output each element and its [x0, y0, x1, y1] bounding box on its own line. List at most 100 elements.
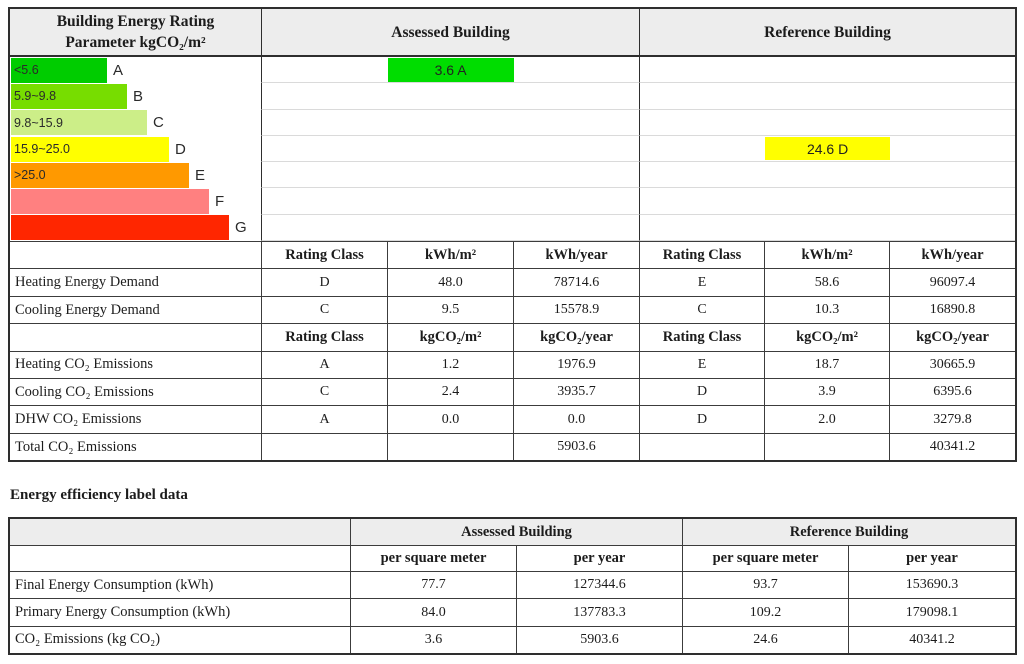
- assessed-band-g: [261, 214, 639, 242]
- cell-value: 109.2: [682, 599, 848, 626]
- reference-band-g: [639, 214, 1015, 242]
- rating-scale-cell-d: 15.9~25.0 D: [10, 136, 261, 162]
- assessed-kgco2-m2-header: kgCO₂/m²: [387, 324, 513, 351]
- cell-value: A: [261, 351, 387, 379]
- rating-scale-cell-f: F: [10, 188, 261, 215]
- rating-scale-cell-c: 9.8~15.9 C: [10, 110, 261, 136]
- cell-value: A: [261, 406, 387, 433]
- reference-building-header: Reference Building: [682, 519, 1015, 545]
- assessed-band-d: [261, 135, 639, 163]
- rating-scale-cell-b: 5.9~9.8 B: [10, 83, 261, 109]
- assessed-rating-class-header: Rating Class: [261, 324, 387, 351]
- cell-value: 6395.6: [889, 379, 1015, 406]
- row-label: Final Energy Consumption (kWh): [15, 576, 214, 593]
- cell-value: 2.0: [764, 406, 889, 433]
- demand-header-row: Rating Class kWh/m² kWh/year Rating Clas…: [10, 241, 1015, 269]
- table-row-cooling-co2-emissions: Cooling CO₂ Emissions C 2.4 3935.7 D 3.9…: [10, 378, 1015, 406]
- cell-value: D: [639, 379, 764, 406]
- table-row-co2-emissions: CO₂ Emissions (kg CO₂) 3.6 5903.6 24.6 4…: [10, 625, 1015, 654]
- cell-value: 77.7: [350, 572, 516, 599]
- cell-value: 3935.7: [513, 379, 639, 406]
- cell-value: 10.3: [764, 296, 889, 324]
- rating-range-c: 9.8~15.9: [14, 115, 64, 130]
- cell-value: 40341.2: [848, 626, 1015, 654]
- reference-band-a: [639, 57, 1015, 84]
- rating-letter-b: B: [133, 87, 144, 105]
- reference-band-c: [639, 109, 1015, 136]
- rating-row-b: 5.9~9.8 B: [10, 83, 1015, 110]
- emissions-header-row: Rating Class kgCO₂/m² kgCO₂/year Rating …: [10, 323, 1015, 351]
- cell-value: 3279.8: [889, 406, 1015, 433]
- cell-value: 3.6: [350, 626, 516, 654]
- cell-value: 93.7: [682, 572, 848, 599]
- rating-letter-f: F: [215, 193, 225, 211]
- row-label: Cooling CO₂ Emissions: [15, 383, 154, 400]
- rating-row-d: 15.9~25.0 D 24.6 D: [10, 135, 1015, 163]
- assessed-band-b: [261, 83, 639, 110]
- cell-value: C: [261, 379, 387, 406]
- rating-row-a: <5.6 A 3.6 A: [10, 57, 1015, 84]
- rating-scale-cell-g: G: [10, 215, 261, 241]
- row-label: Total CO₂ Emissions: [15, 438, 137, 455]
- rating-letter-d: D: [175, 140, 186, 158]
- reference-kgco2-year-header: kgCO₂/year: [889, 324, 1015, 351]
- cell-value: D: [261, 269, 387, 296]
- cell-value: E: [639, 269, 764, 296]
- rating-letter-g: G: [235, 219, 247, 237]
- reference-kwh-year-header: kWh/year: [889, 242, 1015, 269]
- assessed-per-square-meter-header: per square meter: [350, 546, 516, 571]
- assessed-building-header: Assessed Building: [350, 519, 682, 545]
- table-row-heating-co2-emissions: Heating CO₂ Emissions A 1.2 1976.9 E 18.…: [10, 350, 1015, 379]
- row-label: Primary Energy Consumption (kWh): [15, 604, 231, 621]
- rating-table-header-row: Building Energy Rating Parameter kgCO₂/m…: [10, 9, 1015, 57]
- cell-value: 1976.9: [513, 351, 639, 379]
- cell-value: [387, 433, 513, 461]
- assessed-band-a: 3.6 A: [261, 57, 639, 84]
- row-label: CO₂ Emissions (kg CO₂): [15, 631, 161, 648]
- cell-value: [639, 433, 764, 461]
- assessed-kwh-year-header: kWh/year: [513, 242, 639, 269]
- cell-value: 9.5: [387, 296, 513, 324]
- cell-value: [764, 433, 889, 461]
- cell-value: 5903.6: [516, 626, 682, 654]
- reference-rating-class-header: Rating Class: [639, 324, 764, 351]
- cell-value: 24.6: [682, 626, 848, 654]
- cell-value: 0.0: [513, 406, 639, 433]
- rating-row-e: >25.0 E: [10, 162, 1015, 189]
- empty-header-cell: [10, 324, 261, 350]
- reference-rating-class-header: Rating Class: [639, 242, 764, 269]
- cell-value: 15578.9: [513, 296, 639, 324]
- rating-bar-d: 15.9~25.0: [11, 136, 169, 162]
- label-table-subheader-row: per square meter per year per square met…: [10, 545, 1015, 571]
- cell-value: E: [639, 351, 764, 379]
- assessed-per-year-header: per year: [516, 546, 682, 571]
- rating-row-g: G: [10, 214, 1015, 242]
- cell-value: D: [639, 406, 764, 433]
- param-header-line2: Parameter kgCO₂/m²: [65, 34, 206, 51]
- assessed-kwh-m2-header: kWh/m²: [387, 242, 513, 269]
- cell-value: 5903.6: [513, 433, 639, 461]
- assessed-rating-marker: 3.6 A: [387, 58, 514, 82]
- cell-value: 153690.3: [848, 572, 1015, 599]
- table-row-final-energy-consumption: Final Energy Consumption (kWh) 77.7 1273…: [10, 571, 1015, 599]
- cell-value: C: [639, 296, 764, 324]
- empty-header-cell: [10, 242, 261, 268]
- building-energy-rating-table: Building Energy Rating Parameter kgCO₂/m…: [8, 7, 1017, 463]
- cell-value: 0.0: [387, 406, 513, 433]
- section-heading: Energy efficiency label data: [10, 487, 188, 503]
- rating-range-b: 5.9~9.8: [14, 89, 57, 104]
- reference-band-d: 24.6 D: [639, 135, 1015, 163]
- table-row-total-co2-emissions: Total CO₂ Emissions 5903.6 40341.2: [10, 432, 1015, 461]
- rating-bar-a: <5.6: [11, 57, 107, 83]
- cell-value: 1.2: [387, 351, 513, 379]
- reference-per-square-meter-header: per square meter: [682, 546, 848, 571]
- table-row-primary-energy-consumption: Primary Energy Consumption (kWh) 84.0 13…: [10, 598, 1015, 626]
- assessed-band-c: [261, 109, 639, 136]
- empty-header-cell: [10, 519, 350, 545]
- label-table-header-row: Assessed Building Reference Building: [10, 519, 1015, 545]
- rating-bar-b: 5.9~9.8: [11, 83, 127, 109]
- reference-band-e: [639, 162, 1015, 189]
- rating-letter-a: A: [113, 61, 124, 79]
- rating-scale-cell-a: <5.6 A: [10, 57, 261, 83]
